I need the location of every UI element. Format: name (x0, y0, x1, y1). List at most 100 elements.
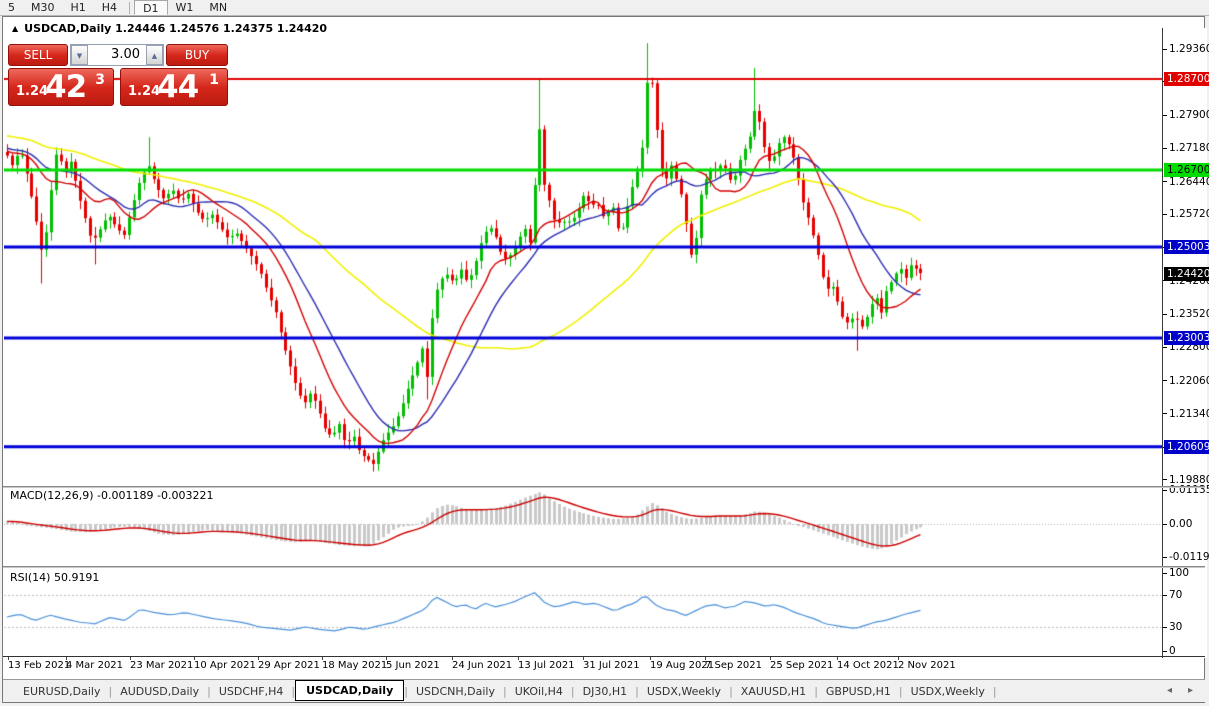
price-level-badge: 1.24420 (1164, 266, 1209, 281)
buy-button[interactable]: BUY (166, 44, 228, 66)
date-axis[interactable]: 13 Feb 2021 4 Mar 2021 23 Mar 2021 10 Apr 2… (4, 657, 1162, 673)
date-tick-mark (66, 657, 67, 660)
macd-label: MACD(12,26,9) -0.001189 -0.003221 (10, 489, 214, 502)
rsi-label: RSI(14) 50.9191 (10, 571, 100, 584)
tick-mark (1163, 380, 1167, 382)
tick-mark (1163, 556, 1167, 558)
sell-price-display[interactable]: 1.24 42 3 (8, 68, 114, 106)
date-tick-mark (705, 657, 706, 660)
tab-eurusd-daily[interactable]: EURUSD,Daily (23, 684, 101, 698)
tab-usdchf-h4[interactable]: USDCHF,H4 (218, 684, 284, 698)
rsi-axis-label: 70 (1163, 588, 1182, 602)
buy-price-point: 1 (209, 72, 219, 88)
price-tick: 1.21340 (1163, 407, 1209, 421)
volume-increase-button[interactable]: ▲ (146, 45, 163, 65)
tab-scroll-left-icon[interactable]: ◂ (1166, 685, 1172, 696)
volume-spinner: ▼ 3.00 ▲ (70, 44, 164, 66)
rsi-pane-splitter[interactable] (3, 566, 1205, 568)
price-level-badge: 1.28700 (1164, 72, 1209, 86)
chart-title: ▲ USDCAD,Daily 1.24446 1.24576 1.24375 1… (12, 22, 327, 35)
buy-price-prefix: 1.24 (128, 84, 161, 99)
buy-price-pips: 44 (157, 69, 199, 105)
date-label: 18 May 2021 (322, 660, 388, 671)
tab-dj30-h1[interactable]: DJ30,H1 (582, 684, 628, 698)
date-label: 7 Sep 2021 (705, 660, 763, 671)
date-label: 14 Oct 2021 (837, 660, 899, 671)
tick-mark (1163, 147, 1167, 149)
date-label: 4 Mar 2021 (66, 660, 124, 671)
date-tick-mark (452, 657, 453, 660)
date-label: 5 Jun 2021 (386, 660, 440, 671)
rsi-axis-label: 100 (1163, 566, 1189, 580)
date-label: 24 Jun 2021 (452, 660, 513, 671)
tab-separator: | (570, 684, 575, 698)
tick-mark (1163, 572, 1167, 574)
date-tick-mark (258, 657, 259, 660)
date-tick-mark (837, 657, 838, 660)
price-axis[interactable]: 1.293601.286401.279001.271801.264401.257… (1162, 28, 1209, 658)
tab-usdcad-daily[interactable]: USDCAD,Daily (295, 679, 405, 701)
price-tick: 1.27900 (1163, 108, 1209, 122)
sell-price-pips: 42 (45, 69, 87, 105)
date-tick-mark (770, 657, 771, 660)
price-tick-label: 1.27900 (1169, 109, 1209, 122)
date-axis-border (3, 656, 1205, 657)
toolbar-separator (129, 1, 131, 14)
collapse-arrow-icon[interactable]: ▲ (12, 24, 19, 33)
tab-xauusd-h1[interactable]: XAUUSD,H1 (740, 684, 807, 698)
tick-mark (1163, 626, 1167, 628)
price-tick-label: 1.23520 (1169, 308, 1209, 321)
date-label: 25 Sep 2021 (770, 660, 834, 671)
tick-mark (1163, 346, 1167, 348)
tick-mark (1163, 523, 1167, 525)
tick-mark (1163, 650, 1167, 652)
rsi-axis-label: 0 (1163, 644, 1176, 658)
tab-separator: | (898, 684, 903, 698)
tab-ukoil-h4[interactable]: UKOil,H4 (514, 684, 563, 698)
tab-separator: | (404, 684, 408, 698)
price-tick-label: 1.19880 (1169, 473, 1209, 486)
tick-mark (1163, 181, 1167, 183)
timeframe-button-d1[interactable]: D1 (134, 0, 168, 15)
tab-scroll-right-icon[interactable]: ▸ (1187, 685, 1193, 696)
rsi-tick-label: 70 (1169, 589, 1183, 601)
price-tick: 1.22060 (1163, 374, 1209, 388)
date-tick-mark (518, 657, 519, 660)
date-label: 10 Apr 2021 (194, 660, 256, 671)
date-tick-mark (8, 657, 9, 660)
tick-mark (1163, 48, 1167, 50)
tab-audusd-daily[interactable]: AUDUSD,Daily (120, 684, 200, 698)
price-tick: 1.26440 (1163, 175, 1209, 189)
tab-usdcnh-daily[interactable]: USDCNH,Daily (415, 684, 495, 698)
timeframe-button-5[interactable]: 5 (8, 1, 15, 14)
price-tick-label: 1.25720 (1169, 208, 1209, 221)
price-chart-canvas[interactable] (4, 28, 1162, 658)
date-tick-mark (322, 657, 323, 660)
volume-decrease-button[interactable]: ▼ (71, 45, 88, 65)
rsi-tick-label: 100 (1169, 567, 1190, 579)
macd-pane-splitter[interactable] (3, 486, 1205, 488)
date-label: 13 Feb 2021 (8, 660, 71, 671)
sell-price-prefix: 1.24 (16, 84, 49, 99)
price-level-badge: 1.26700 (1164, 162, 1209, 177)
tab-separator: | (207, 684, 211, 698)
timeframe-button-m30[interactable]: M30 (31, 1, 55, 14)
volume-input[interactable]: 3.00 (111, 47, 140, 62)
tick-mark (1163, 213, 1167, 215)
tab-usdx-weekly[interactable]: USDX,Weekly (910, 684, 985, 698)
tab-gbpusd-h1[interactable]: GBPUSD,H1 (825, 684, 891, 698)
date-tick-mark (194, 657, 195, 660)
date-tick-mark (898, 657, 899, 660)
sell-button[interactable]: SELL (8, 44, 68, 66)
tab-separator: | (108, 684, 113, 698)
price-tick-label: 1.27180 (1169, 142, 1209, 155)
rsi-tick-label: 30 (1169, 621, 1183, 633)
timeframe-toolbar: 5 M30 H1 H4 D1 W1 MN (0, 0, 1209, 16)
buy-price-display[interactable]: 1.24 44 1 (120, 68, 228, 106)
timeframe-button-w1[interactable]: W1 (175, 1, 194, 14)
timeframe-button-mn[interactable]: MN (209, 1, 228, 14)
tab-usdx-weekly[interactable]: USDX,Weekly (646, 684, 722, 698)
date-tick-mark (583, 657, 584, 660)
timeframe-button-h1[interactable]: H1 (70, 1, 86, 14)
timeframe-button-h4[interactable]: H4 (101, 1, 118, 14)
